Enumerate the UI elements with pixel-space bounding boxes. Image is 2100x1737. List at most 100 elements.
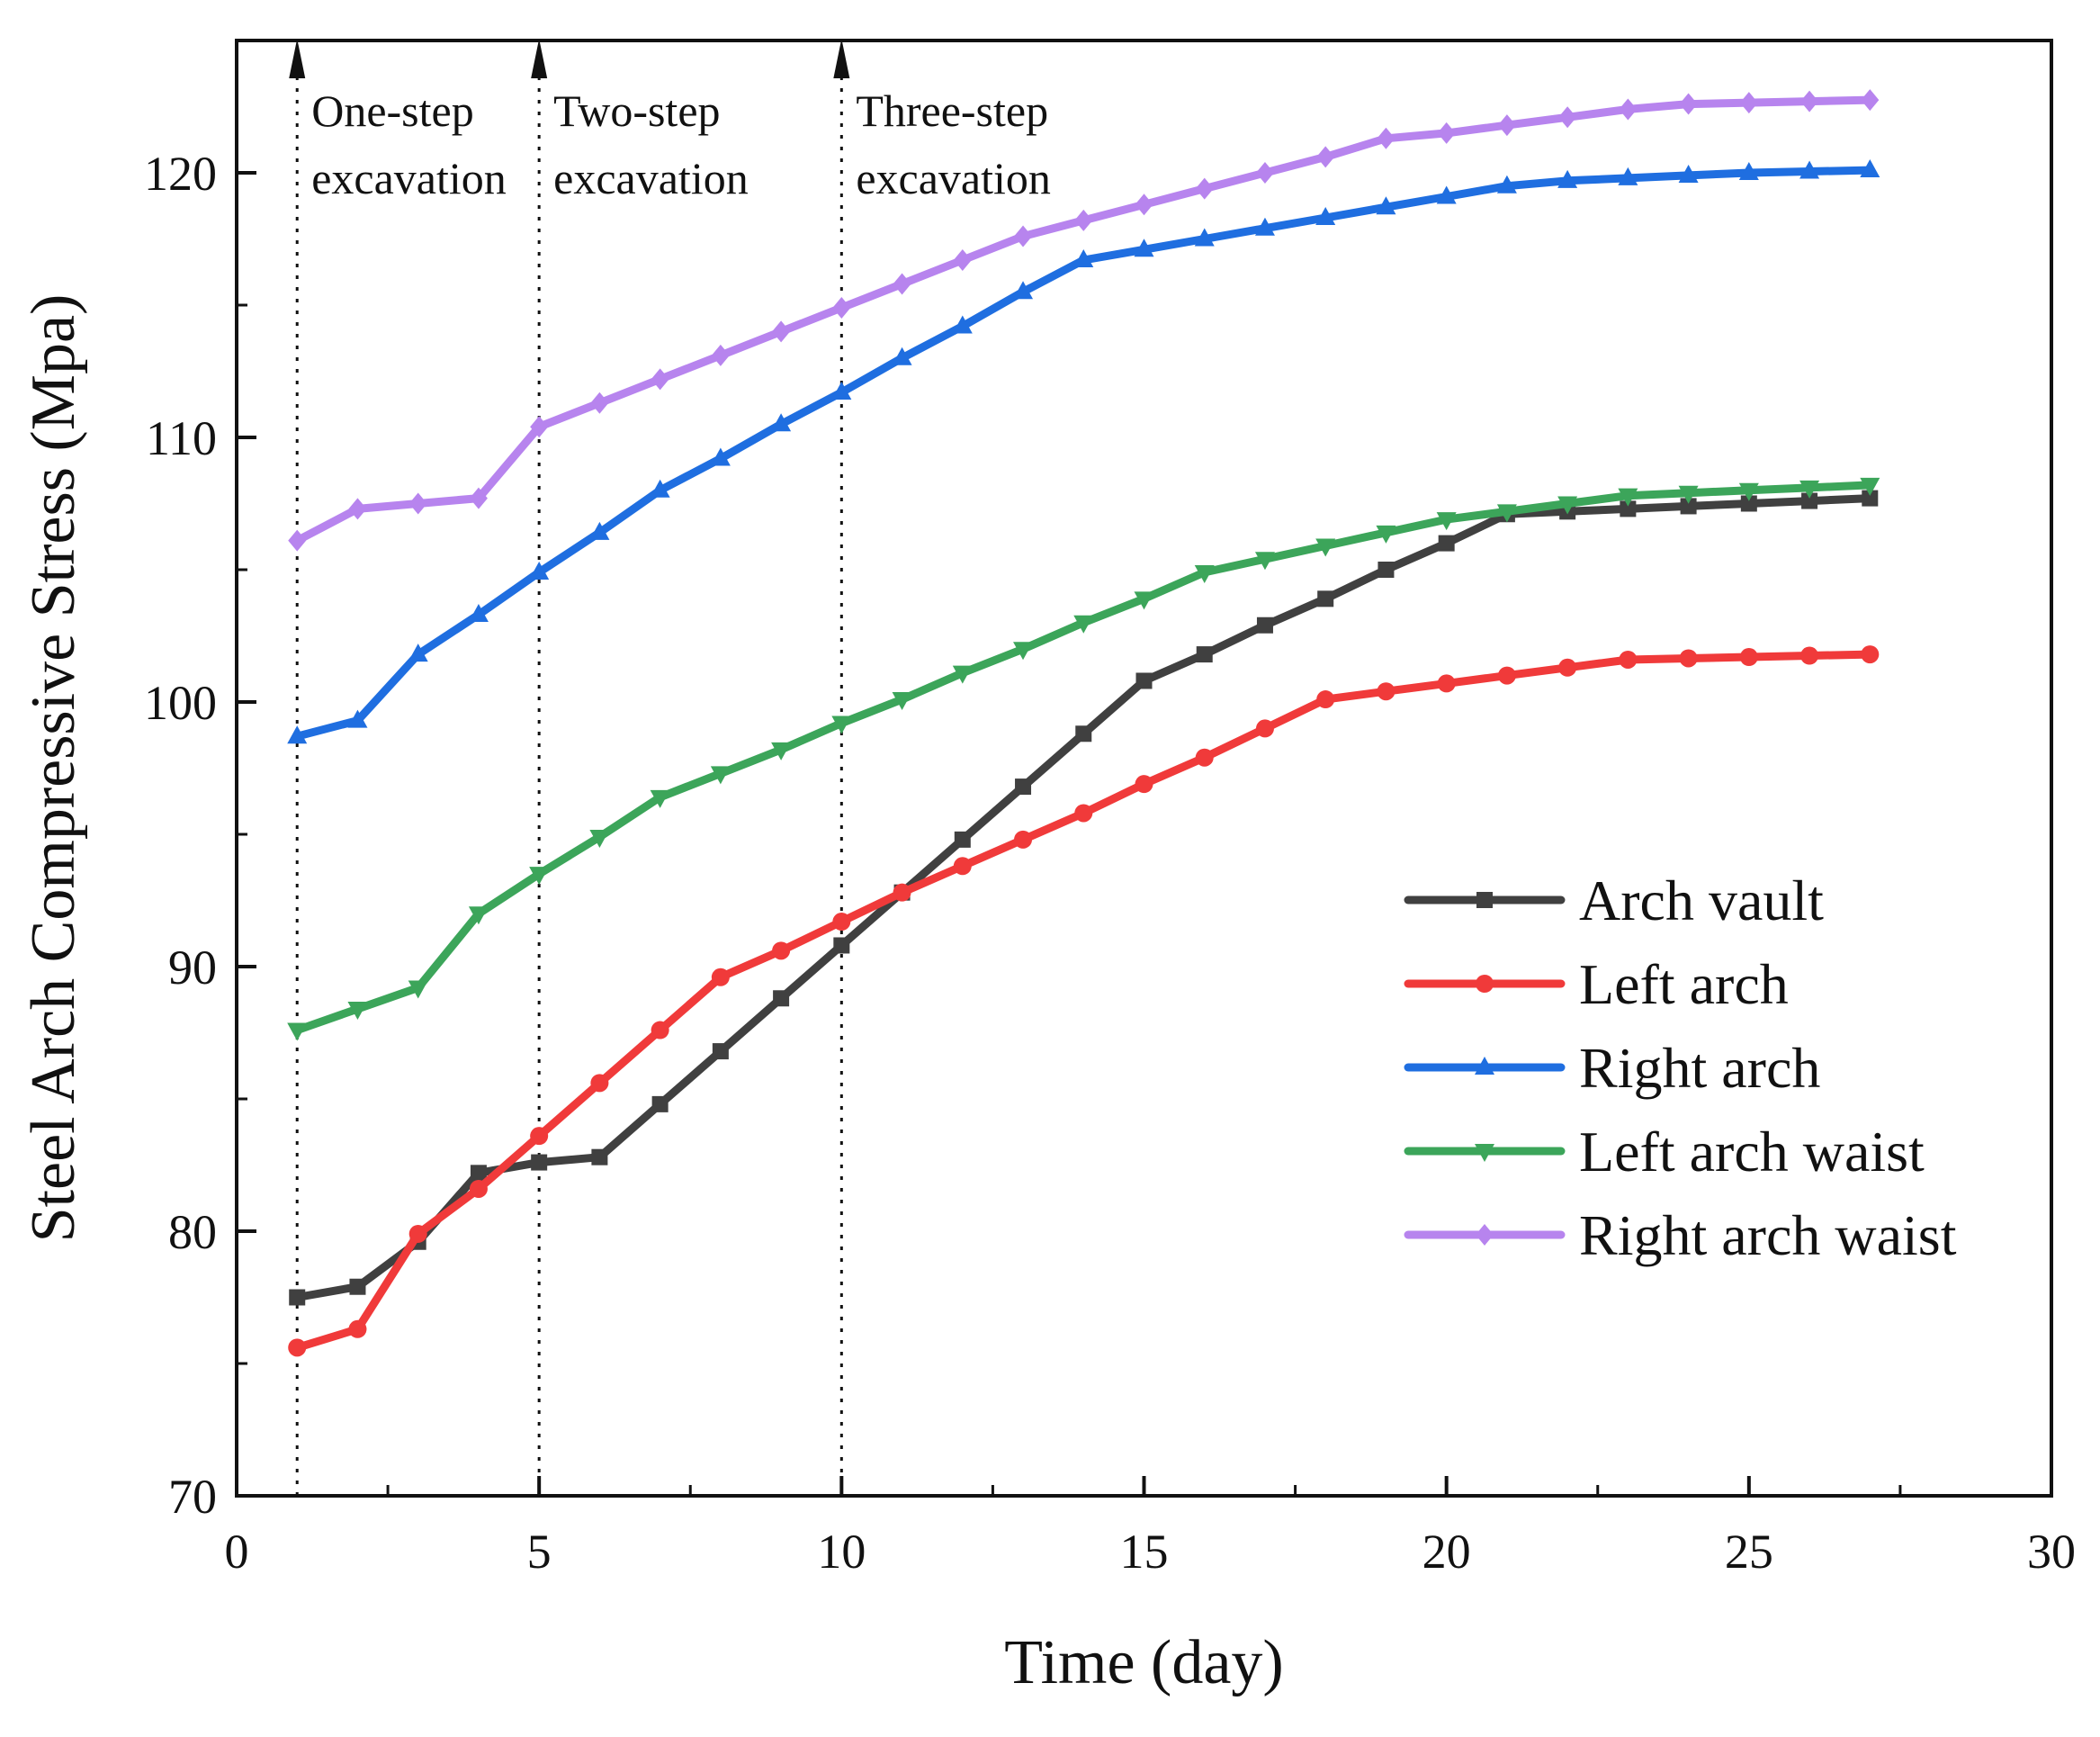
data-point (1558, 658, 1577, 677)
data-point (1074, 804, 1093, 823)
series-arch-vault (289, 490, 1879, 1306)
data-point (1557, 169, 1578, 188)
data-point (1075, 725, 1092, 742)
data-point (831, 382, 852, 400)
x-tick-label: 25 (1725, 1525, 1773, 1579)
data-point (1134, 591, 1154, 610)
data-point (651, 1095, 669, 1112)
series-layer (287, 89, 1880, 1357)
data-point (773, 990, 790, 1007)
data-point (710, 766, 731, 785)
y-tick-label: 100 (144, 676, 217, 730)
data-point (1437, 674, 1456, 693)
data-point (1496, 504, 1517, 523)
data-point (1195, 177, 1214, 200)
data-point (1799, 480, 1820, 499)
data-point (1015, 778, 1032, 796)
data-point (1316, 146, 1335, 168)
data-point (1254, 217, 1275, 236)
data-point (1315, 538, 1336, 557)
data-point (1256, 616, 1273, 634)
data-point (530, 416, 549, 438)
data-point (1678, 164, 1699, 183)
data-point (1618, 166, 1638, 185)
data-point (893, 273, 911, 295)
data-point (954, 831, 971, 848)
x-axis-title: Time (day) (1004, 1628, 1283, 1697)
data-point (1195, 748, 1214, 767)
data-point (591, 1148, 608, 1166)
data-point (1739, 92, 1758, 114)
data-point (408, 980, 428, 999)
data-point (348, 1319, 367, 1338)
x-tick-label: 0 (225, 1525, 249, 1579)
data-point (650, 789, 670, 808)
data-point (529, 867, 550, 886)
excavation-label-line2: excavation (856, 153, 1051, 203)
data-point (650, 479, 670, 498)
data-point (1740, 495, 1757, 512)
data-point (1496, 175, 1517, 194)
excavation-arrow-icon (833, 39, 850, 78)
x-tick-label: 30 (2027, 1525, 2076, 1579)
legend-label: Left arch waist (1579, 1120, 1925, 1184)
y-tick-label: 120 (144, 147, 217, 201)
x-tick-label: 10 (817, 1525, 866, 1579)
legend-item: Arch vault (1404, 868, 1824, 932)
data-point (468, 603, 489, 622)
legend-marker-icon (1476, 975, 1494, 993)
data-point (1739, 648, 1758, 667)
data-point (953, 249, 972, 272)
data-point (1679, 649, 1698, 668)
data-point (892, 346, 912, 365)
data-point (1678, 485, 1699, 504)
excavation-label-line2: excavation (311, 153, 507, 203)
data-point (1436, 185, 1457, 204)
y-tick-label: 90 (168, 940, 217, 994)
data-point (832, 913, 851, 932)
data-point (1438, 535, 1455, 552)
data-point (1862, 490, 1879, 507)
data-point (1074, 209, 1093, 231)
data-point (832, 296, 851, 319)
legend: Arch vault Left arch Right arch Left arch w… (1404, 868, 1957, 1267)
legend-item: Right arch (1404, 1036, 1820, 1100)
data-point (1861, 89, 1880, 112)
excavation-label-line1: Three-step (856, 86, 1048, 136)
data-point (893, 883, 911, 902)
excavation-label-line1: Two-step (553, 86, 720, 136)
data-point (1376, 525, 1396, 544)
data-point (348, 498, 367, 520)
data-point (1255, 162, 1274, 184)
excavation-arrow-icon (531, 39, 548, 78)
legend-marker-icon (1476, 1224, 1494, 1246)
data-point (408, 644, 428, 662)
data-point (288, 529, 307, 552)
data-point (287, 1022, 308, 1041)
data-point (1377, 682, 1396, 701)
data-point (1194, 228, 1215, 247)
data-point (1317, 590, 1334, 608)
x-tick-label: 15 (1120, 1525, 1169, 1579)
data-point (833, 937, 850, 954)
legend-item: Right arch waist (1404, 1203, 1957, 1267)
data-point (711, 344, 730, 366)
series-left-arch-waist (287, 477, 1880, 1041)
data-point (953, 857, 972, 876)
data-point (1679, 93, 1698, 115)
data-point (1135, 672, 1153, 689)
data-point (1436, 512, 1457, 531)
data-point (651, 1021, 669, 1040)
data-point (1738, 482, 1759, 501)
data-point (347, 709, 368, 728)
data-point (1013, 642, 1034, 661)
series-right-arch (287, 159, 1880, 744)
data-point (1196, 646, 1213, 663)
data-point (531, 1154, 548, 1171)
legend-label: Arch vault (1579, 868, 1824, 932)
axes-layer: 0 5 10 15 20 25 30 70 80 90 100 110 120 Time (day) Ste… (19, 39, 2076, 1697)
legend-label: Left arch (1579, 952, 1789, 1016)
data-point (1073, 249, 1094, 268)
data-point (469, 1179, 488, 1198)
